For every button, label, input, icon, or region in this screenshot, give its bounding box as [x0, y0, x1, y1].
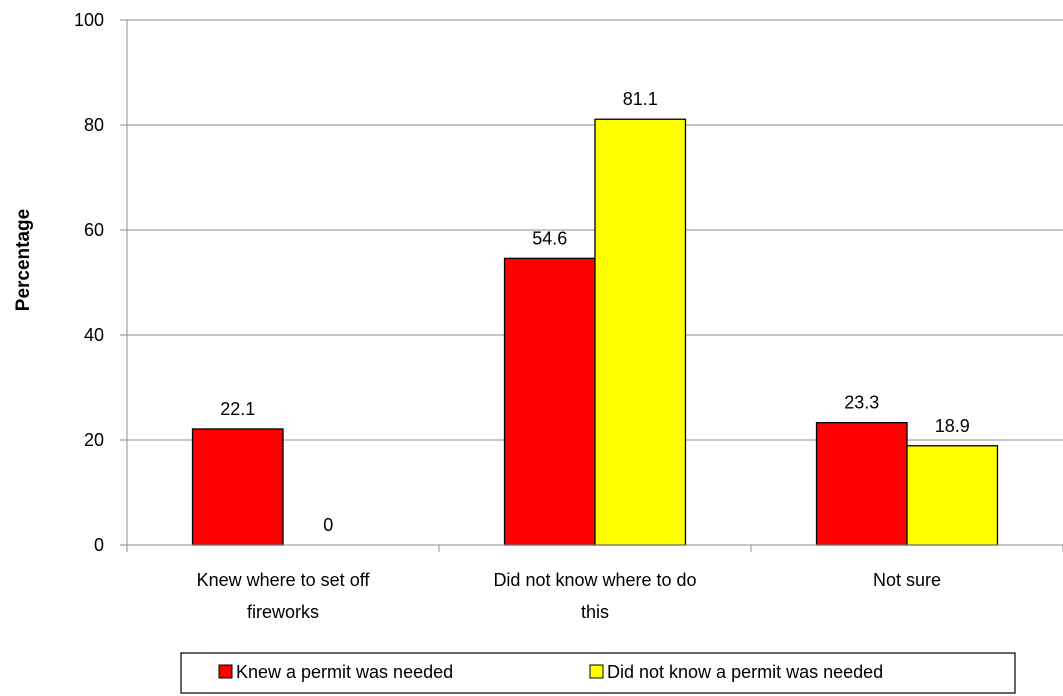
legend-swatch	[218, 664, 233, 679]
x-category-label: Knew where to set off	[197, 570, 371, 590]
data-label: 0	[323, 515, 333, 535]
axes: 0 20 40 60 80 100	[74, 10, 1063, 555]
data-label: 23.3	[844, 393, 879, 413]
data-label: 54.6	[532, 228, 567, 248]
bar	[594, 118, 687, 546]
legend-swatch	[589, 664, 604, 679]
data-label: 22.1	[220, 399, 255, 419]
bar	[906, 445, 999, 546]
data-label: 18.9	[935, 416, 970, 436]
bars	[191, 118, 999, 546]
y-tick-label: 40	[84, 325, 104, 345]
legend-label: Knew a permit was needed	[236, 662, 453, 682]
labels: 22.1 0 Knew where to set off fireworks 54.6 8…	[197, 89, 970, 622]
y-tick-label: 60	[84, 220, 104, 240]
y-axis-title: Percentage	[13, 209, 34, 311]
x-category-label: this	[581, 602, 609, 622]
bar	[191, 428, 284, 546]
x-category-label: Not sure	[873, 570, 941, 590]
y-tick-label: 100	[74, 10, 104, 30]
legend-label: Did not know a permit was needed	[607, 662, 883, 682]
bar	[503, 257, 596, 546]
y-tick-label: 80	[84, 115, 104, 135]
bar	[815, 422, 908, 546]
y-tick-label: 20	[84, 430, 104, 450]
data-label: 81.1	[623, 89, 658, 109]
y-tick-label: 0	[94, 535, 104, 555]
x-category-label: fireworks	[247, 602, 319, 622]
x-category-label: Did not know where to do	[493, 570, 696, 590]
legend: Knew a permit was needed Did not know a p…	[180, 652, 1016, 694]
